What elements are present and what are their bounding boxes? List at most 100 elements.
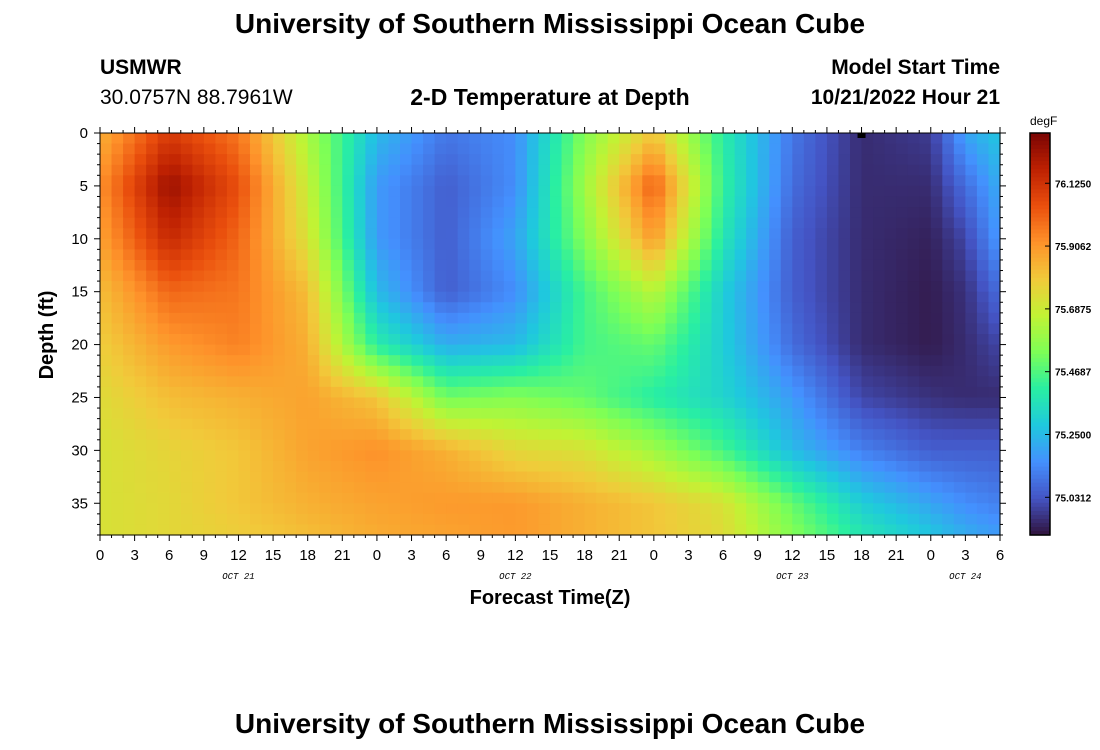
- heatmap-cell: [596, 365, 609, 377]
- heatmap-cell: [930, 302, 943, 314]
- heatmap-cell: [630, 302, 643, 314]
- heatmap-cell: [423, 524, 436, 536]
- heatmap-cell: [930, 312, 943, 325]
- heatmap-cell: [423, 492, 436, 504]
- heatmap-cell: [919, 492, 932, 504]
- heatmap-cell: [976, 228, 990, 240]
- heatmap-cell: [930, 323, 943, 335]
- heatmap-cell: [746, 217, 759, 229]
- heatmap-cell: [250, 397, 263, 409]
- heatmap-cell: [850, 228, 863, 240]
- heatmap-cell: [919, 249, 932, 261]
- heatmap-cell: [584, 217, 597, 229]
- heatmap-cell: [203, 408, 216, 420]
- heatmap-cell: [988, 344, 1001, 356]
- heatmap-cell: [411, 471, 424, 483]
- heatmap-cell: [584, 238, 597, 250]
- heatmap-cell: [503, 312, 516, 325]
- heatmap-cell: [388, 228, 401, 240]
- heatmap-cell: [988, 450, 1001, 462]
- heatmap-cell: [988, 503, 1001, 515]
- heatmap-cell: [573, 133, 586, 145]
- heatmap-cell: [376, 376, 390, 388]
- heatmap-cell: [388, 482, 401, 494]
- heatmap-cell: [723, 503, 736, 515]
- heatmap-cell: [238, 334, 251, 346]
- heatmap-cell: [573, 164, 586, 176]
- heatmap-cell: [630, 386, 643, 399]
- heatmap-cell: [284, 238, 297, 250]
- heatmap-cell: [884, 196, 897, 208]
- heatmap-cell: [746, 365, 759, 377]
- heatmap-cell: [192, 397, 205, 409]
- heatmap-cell: [353, 259, 366, 272]
- heatmap-cell: [434, 217, 447, 229]
- heatmap-cell: [619, 397, 632, 409]
- heatmap-cell: [353, 482, 366, 494]
- heatmap-cell: [573, 365, 586, 377]
- heatmap-cell: [780, 302, 793, 314]
- x-tick-label: 15: [542, 547, 559, 564]
- heatmap-cell: [169, 513, 182, 526]
- heatmap-cell: [192, 503, 205, 515]
- heatmap-cell: [469, 524, 482, 536]
- heatmap-cell: [434, 302, 447, 314]
- heatmap-cell: [342, 365, 355, 377]
- heatmap-cell: [596, 450, 609, 462]
- heatmap-cell: [157, 492, 170, 504]
- heatmap-cell: [296, 238, 309, 250]
- heatmap-cell: [734, 471, 747, 483]
- heatmap-cell: [561, 175, 574, 187]
- heatmap-cell: [723, 196, 736, 208]
- heatmap-cell: [561, 312, 574, 325]
- heatmap-cell: [884, 450, 897, 462]
- heatmap-cell: [238, 175, 251, 187]
- heatmap-cell: [653, 460, 666, 473]
- heatmap-cell: [561, 323, 574, 335]
- heatmap-cell: [700, 376, 713, 388]
- heatmap-cell: [976, 196, 990, 208]
- heatmap-cell: [134, 302, 147, 314]
- heatmap-cell: [919, 323, 932, 335]
- x-tick-label: 21: [334, 547, 351, 564]
- heatmap-cell: [976, 302, 990, 314]
- heatmap-cell: [446, 207, 459, 219]
- heatmap-cell: [192, 386, 205, 399]
- heatmap-cell: [873, 376, 886, 388]
- heatmap-cell: [942, 291, 955, 303]
- heatmap-cell: [653, 450, 666, 462]
- heatmap-cell: [953, 143, 966, 155]
- heatmap-cell: [803, 355, 816, 367]
- heatmap-cell: [503, 238, 516, 250]
- colorbar-segment: [1030, 229, 1050, 235]
- heatmap-cell: [123, 503, 136, 515]
- heatmap-cell: [434, 164, 447, 176]
- heatmap-cell: [734, 302, 747, 314]
- heatmap-cell: [330, 291, 343, 303]
- heatmap-cell: [896, 185, 909, 198]
- heatmap-cell: [965, 524, 978, 536]
- colorbar-segment: [1030, 165, 1050, 170]
- heatmap-cell: [146, 355, 159, 367]
- heatmap-cell: [100, 418, 113, 430]
- heatmap-cell: [746, 175, 759, 187]
- heatmap-cell: [976, 397, 990, 409]
- heatmap-cell: [700, 259, 713, 272]
- heatmap-cell: [238, 302, 251, 314]
- heatmap-cell: [653, 344, 666, 356]
- heatmap-cell: [123, 281, 136, 293]
- heatmap-cell: [746, 238, 759, 250]
- heatmap-cell: [423, 228, 436, 240]
- heatmap-cell: [746, 207, 759, 219]
- heatmap-cell: [988, 164, 1001, 176]
- heatmap-cell: [803, 217, 816, 229]
- heatmap-cell: [642, 397, 655, 409]
- heatmap-cell: [850, 355, 863, 367]
- heatmap-cell: [157, 386, 170, 399]
- heatmap-cell: [584, 492, 597, 504]
- heatmap-cell: [550, 259, 563, 272]
- heatmap-cell: [711, 133, 724, 145]
- heatmap-cell: [884, 355, 897, 367]
- heatmap-cell: [123, 270, 136, 282]
